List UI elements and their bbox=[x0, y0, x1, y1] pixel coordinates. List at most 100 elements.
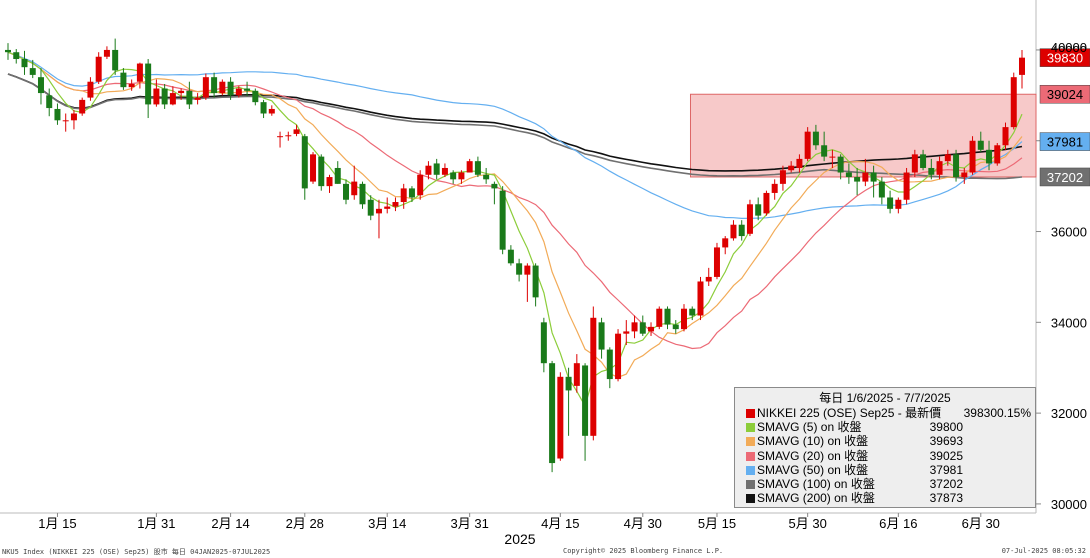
candle-body bbox=[491, 183, 498, 189]
candle-body bbox=[672, 324, 679, 330]
candle-body bbox=[821, 145, 828, 157]
candle-body bbox=[639, 322, 646, 334]
legend-swatch bbox=[746, 437, 755, 447]
candle-body bbox=[656, 308, 663, 327]
candle-body bbox=[5, 49, 11, 53]
candle-body bbox=[46, 95, 53, 109]
legend-swatch bbox=[746, 451, 755, 461]
candle-body bbox=[953, 154, 960, 178]
candle-body bbox=[1002, 127, 1009, 146]
x-tick-label: 4月 15 bbox=[541, 516, 579, 531]
candle-body bbox=[615, 333, 622, 380]
candle-body bbox=[870, 172, 877, 182]
candle-body bbox=[400, 188, 407, 203]
candle-body bbox=[343, 183, 349, 200]
candle-body bbox=[103, 49, 110, 57]
candle-body bbox=[227, 81, 234, 96]
price-tag-label: 37202 bbox=[1047, 170, 1083, 185]
candle-body bbox=[936, 161, 943, 175]
candle-body bbox=[483, 174, 490, 180]
legend-swatch bbox=[746, 479, 755, 489]
shaded-zone bbox=[689, 93, 1037, 178]
candle-body bbox=[37, 77, 44, 94]
candle-body bbox=[458, 172, 465, 180]
candle-body bbox=[1010, 77, 1017, 128]
candle-body bbox=[664, 308, 671, 325]
legend-title: 每日 1/6/2025 - 7/7/2025 bbox=[819, 391, 951, 405]
price-tag-label: 39024 bbox=[1047, 87, 1083, 102]
candle-body bbox=[326, 177, 333, 187]
candle-body bbox=[499, 190, 506, 250]
candle-body bbox=[450, 172, 457, 180]
upper-tag-label: 40000 bbox=[1051, 40, 1087, 55]
y-tick-label: 30000 bbox=[1051, 497, 1087, 512]
candle-body bbox=[516, 263, 523, 275]
legend-label: SMAVG (20) on 收盤 bbox=[757, 448, 869, 463]
candle-body bbox=[648, 326, 655, 332]
candle-body bbox=[565, 376, 572, 391]
candle-body bbox=[845, 172, 852, 178]
candle-body bbox=[829, 156, 836, 158]
candle-body bbox=[705, 276, 712, 282]
legend-swatch bbox=[746, 494, 755, 504]
y-tick-label: 34000 bbox=[1051, 315, 1087, 330]
candle-body bbox=[169, 93, 176, 105]
candle-body bbox=[87, 81, 94, 98]
candle-body bbox=[136, 63, 143, 82]
candle-body bbox=[417, 174, 424, 196]
candle-body bbox=[392, 202, 399, 207]
candle-body bbox=[540, 322, 547, 364]
x-tick-label: 6月 30 bbox=[962, 516, 1000, 531]
legend-label: SMAVG (5) on 收盤 bbox=[757, 420, 862, 435]
candle-body bbox=[112, 49, 119, 71]
candle-body bbox=[260, 102, 267, 114]
candle-body bbox=[771, 183, 778, 193]
candle-body bbox=[145, 63, 152, 105]
price-tag-label: 39830 bbox=[1047, 51, 1083, 66]
x-tick-label: 1月 31 bbox=[137, 516, 175, 531]
candle-body bbox=[606, 349, 613, 380]
candle-body bbox=[738, 224, 745, 237]
candle-body bbox=[920, 154, 927, 168]
price-tag-label: 37981 bbox=[1047, 135, 1083, 150]
legend-label: SMAVG (200) on 收盤 bbox=[757, 491, 875, 506]
candle-body bbox=[235, 88, 242, 96]
legend-price-value: 39830 bbox=[963, 406, 997, 420]
candle-body bbox=[285, 135, 292, 137]
y-tick-label: 32000 bbox=[1051, 406, 1087, 421]
candle-body bbox=[153, 88, 160, 105]
legend-price-label: NIKKEI 225 (OSE) Sep25 - 最新價 bbox=[757, 406, 942, 420]
candle-body bbox=[384, 206, 391, 209]
candle-body bbox=[359, 183, 366, 205]
candle-body bbox=[837, 156, 844, 173]
candle-body bbox=[713, 247, 720, 277]
candle-body bbox=[301, 136, 308, 189]
candle-body bbox=[689, 308, 696, 316]
candle-body bbox=[219, 81, 226, 94]
candle-body bbox=[631, 322, 638, 332]
x-tick-label: 2月 28 bbox=[286, 516, 324, 531]
candle-body bbox=[252, 90, 259, 103]
legend-row-ma: SMAVG (50) on 收盤 37981 bbox=[735, 463, 1035, 477]
x-tick-label: 1月 15 bbox=[38, 516, 76, 531]
candle-body bbox=[375, 208, 382, 214]
candle-body bbox=[54, 108, 61, 121]
candle-body bbox=[351, 181, 358, 196]
candle-body bbox=[62, 120, 69, 122]
candle-body bbox=[79, 99, 86, 114]
candle-body bbox=[911, 154, 918, 173]
ma-line-20 bbox=[7, 51, 1023, 350]
legend-value: 39800 bbox=[929, 420, 963, 435]
candle-body bbox=[557, 376, 564, 459]
candle-body bbox=[804, 131, 811, 159]
candle-body bbox=[986, 149, 993, 164]
candle-body bbox=[268, 108, 275, 114]
legend-row-price: NIKKEI 225 (OSE) Sep25 - 最新價 39830 0.15% bbox=[735, 406, 1035, 420]
candle-body bbox=[524, 265, 531, 275]
candle-body bbox=[202, 77, 209, 98]
candle-body bbox=[903, 172, 910, 200]
candle-body bbox=[573, 363, 580, 386]
candle-body bbox=[466, 161, 473, 173]
legend-label: SMAVG (50) on 收盤 bbox=[757, 462, 869, 477]
candle-body bbox=[310, 154, 317, 182]
